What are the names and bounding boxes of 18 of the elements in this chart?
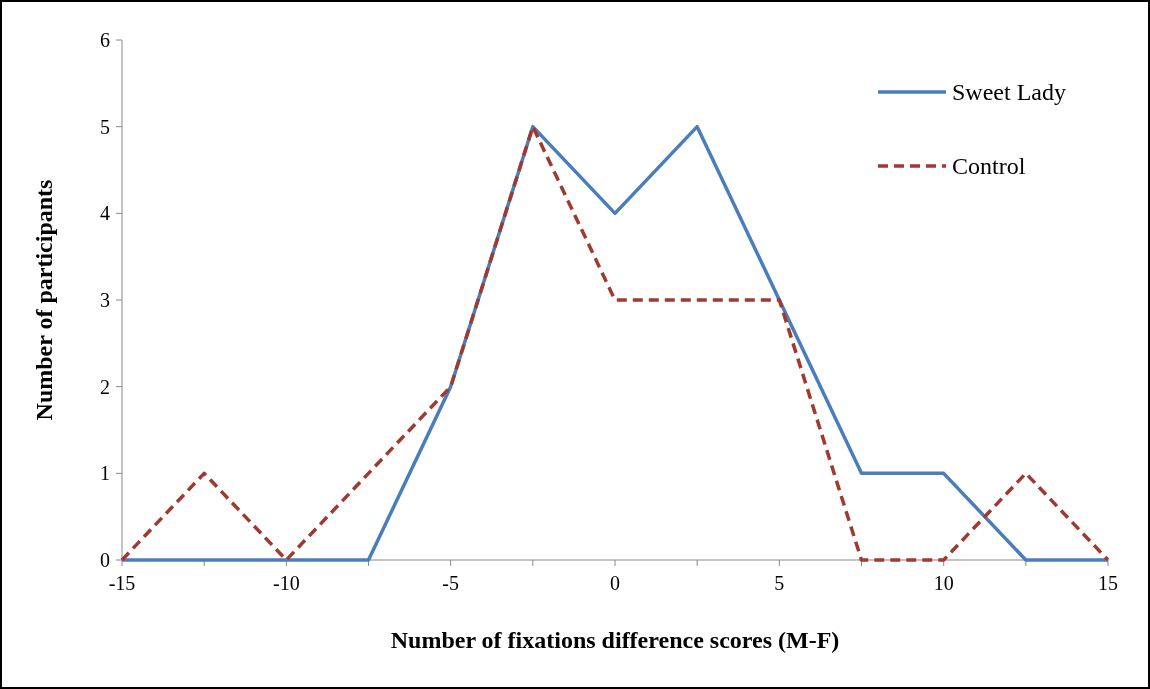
- y-tick-label: 4: [100, 202, 110, 225]
- y-tick-label: 0: [100, 549, 110, 571]
- x-tick-label: -5: [442, 572, 459, 594]
- x-tick-label: 5: [774, 572, 785, 594]
- x-tick-label: 10: [933, 572, 954, 594]
- y-tick-label: 3: [100, 289, 110, 311]
- x-tick-label: -15: [108, 572, 136, 594]
- x-tick-label: 15: [1098, 572, 1118, 594]
- y-axis-title: Number of participants: [31, 179, 57, 421]
- legend-label: Control: [952, 153, 1026, 180]
- x-axis-title: Number of fixations difference scores (M-F): [390, 627, 840, 653]
- x-tick-label: -10: [273, 572, 300, 594]
- x-tick-label: 0: [610, 572, 620, 594]
- y-tick-label: 6: [100, 29, 110, 51]
- y-tick-label: 2: [100, 375, 110, 398]
- y-tick-label: 1: [100, 462, 110, 485]
- y-tick-label: 5: [100, 115, 110, 138]
- legend-label: Sweet Lady: [952, 79, 1066, 106]
